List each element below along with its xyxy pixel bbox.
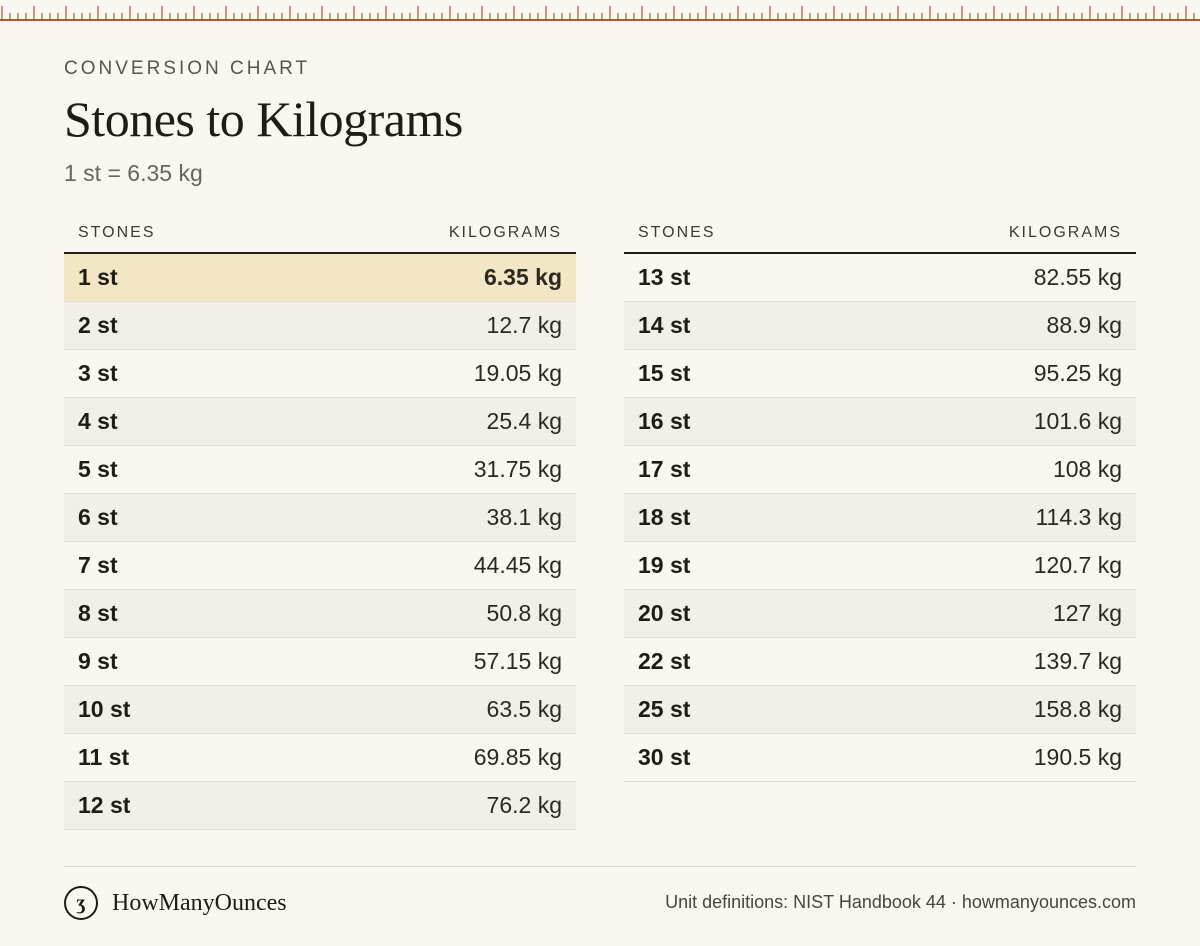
ounce-logo-icon: ʒ xyxy=(64,886,98,920)
column-header-stones: STONES xyxy=(78,224,156,241)
table-row: 4 st 25.4 kg xyxy=(64,398,576,446)
stones-value: 18 st xyxy=(638,504,691,530)
stones-value: 14 st xyxy=(638,312,691,338)
table-row: 25 st 158.8 kg xyxy=(624,686,1136,734)
stones-value: 7 st xyxy=(78,552,118,578)
table-row: 8 st 50.8 kg xyxy=(64,590,576,638)
table-row: 7 st 44.45 kg xyxy=(64,542,576,590)
kilograms-value: 120.7 kg xyxy=(1033,552,1122,578)
stones-value: 9 st xyxy=(78,648,118,674)
kilograms-value: 158.8 kg xyxy=(1033,696,1122,722)
kilograms-value: 127 kg xyxy=(1052,600,1122,626)
column-header-kilograms: KILOGRAMS xyxy=(448,224,562,241)
kilograms-value: 139.7 kg xyxy=(1033,648,1122,674)
table-row: 20 st 127 kg xyxy=(624,590,1136,638)
kilograms-value: 190.5 kg xyxy=(1033,744,1122,770)
table-row: 3 st 19.05 kg xyxy=(64,350,576,398)
table-row: 12 st 76.2 kg xyxy=(64,782,576,830)
table-row: 13 st 82.55 kg xyxy=(624,254,1136,302)
kilograms-value: 82.55 kg xyxy=(1033,264,1122,290)
stones-value: 6 st xyxy=(78,504,118,530)
column-header-stones: STONES xyxy=(638,224,716,241)
stones-value: 22 st xyxy=(638,648,691,674)
conversion-formula: 1 st = 6.35 kg xyxy=(64,160,203,186)
stones-value: 5 st xyxy=(78,456,118,482)
table-row: 11 st 69.85 kg xyxy=(64,734,576,782)
table-row: 14 st 88.9 kg xyxy=(624,302,1136,350)
table-row: 5 st 31.75 kg xyxy=(64,446,576,494)
table-row: 18 st 114.3 kg xyxy=(624,494,1136,542)
kilograms-value: 101.6 kg xyxy=(1033,408,1122,434)
source-citation: Unit definitions: NIST Handbook 44 · how… xyxy=(665,892,1136,912)
kilograms-value: 44.45 kg xyxy=(473,552,562,578)
table-row: 30 st 190.5 kg xyxy=(624,734,1136,782)
eyebrow-label: CONVERSION CHART xyxy=(64,58,311,79)
stones-value: 8 st xyxy=(78,600,118,626)
kilograms-value: 108 kg xyxy=(1052,456,1122,482)
table-row: 6 st 38.1 kg xyxy=(64,494,576,542)
table-row: 17 st 108 kg xyxy=(624,446,1136,494)
kilograms-value: 69.85 kg xyxy=(473,744,562,770)
stones-value: 15 st xyxy=(638,360,691,386)
stones-value: 25 st xyxy=(638,696,691,722)
stones-value: 30 st xyxy=(638,744,691,770)
table-row: 19 st 120.7 kg xyxy=(624,542,1136,590)
kilograms-value: 19.05 kg xyxy=(473,360,562,386)
table-header: STONES KILOGRAMS xyxy=(64,214,576,254)
table-row: 16 st 101.6 kg xyxy=(624,398,1136,446)
kilograms-value: 38.1 kg xyxy=(486,504,562,530)
stones-value: 10 st xyxy=(78,696,131,722)
kilograms-value: 88.9 kg xyxy=(1046,312,1122,338)
page-title: Stones to Kilograms xyxy=(64,91,463,147)
stones-value: 19 st xyxy=(638,552,691,578)
ruler-decoration xyxy=(0,6,1200,21)
conversion-table-right: STONES KILOGRAMS 13 st 82.55 kg 14 st 88.9 … xyxy=(624,214,1136,782)
table-row: 1 st 6.35 kg xyxy=(64,254,576,302)
table-row: 22 st 139.7 kg xyxy=(624,638,1136,686)
kilograms-value: 57.15 kg xyxy=(473,648,562,674)
conversion-table-left: STONES KILOGRAMS 1 st 6.35 kg 2 st 12.7 kg 3… xyxy=(64,214,576,830)
kilograms-value: 25.4 kg xyxy=(486,408,562,434)
kilograms-value: 50.8 kg xyxy=(486,600,562,626)
stones-value: 16 st xyxy=(638,408,691,434)
table-row: 9 st 57.15 kg xyxy=(64,638,576,686)
stones-value: 13 st xyxy=(638,264,691,290)
footer-divider xyxy=(64,866,1136,867)
stones-value: 17 st xyxy=(638,456,691,482)
kilograms-value: 6.35 kg xyxy=(484,264,562,290)
stones-value: 2 st xyxy=(78,312,118,338)
kilograms-value: 114.3 kg xyxy=(1035,504,1122,530)
table-body: 13 st 82.55 kg 14 st 88.9 kg 15 st 95.25 kg 16… xyxy=(624,254,1136,782)
stones-value: 12 st xyxy=(78,792,131,818)
stones-value: 20 st xyxy=(638,600,691,626)
table-body: 1 st 6.35 kg 2 st 12.7 kg 3 st 19.05 kg 4 st 25… xyxy=(64,254,576,830)
stones-value: 4 st xyxy=(78,408,118,434)
brand: ʒ HowManyOunces xyxy=(64,886,287,920)
kilograms-value: 63.5 kg xyxy=(486,696,562,722)
table-row: 15 st 95.25 kg xyxy=(624,350,1136,398)
brand-name: HowManyOunces xyxy=(112,889,287,916)
kilograms-value: 76.2 kg xyxy=(486,792,562,818)
stones-value: 1 st xyxy=(78,264,118,290)
kilograms-value: 12.7 kg xyxy=(486,312,562,338)
kilograms-value: 31.75 kg xyxy=(473,456,562,482)
column-header-kilograms: KILOGRAMS xyxy=(1008,224,1122,241)
kilograms-value: 95.25 kg xyxy=(1033,360,1122,386)
stones-value: 11 st xyxy=(78,744,130,770)
stones-value: 3 st xyxy=(78,360,118,386)
table-row: 10 st 63.5 kg xyxy=(64,686,576,734)
table-header: STONES KILOGRAMS xyxy=(624,214,1136,254)
table-row: 2 st 12.7 kg xyxy=(64,302,576,350)
